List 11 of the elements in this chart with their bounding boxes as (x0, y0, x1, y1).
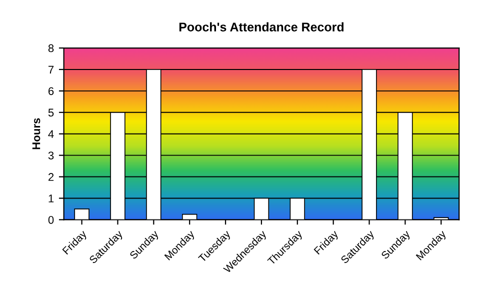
y-tick-label: 0 (48, 216, 54, 224)
chart-title: Pooch's Attendance Record (179, 22, 344, 32)
y-tick-label: 5 (48, 108, 54, 117)
y-tick-label: 7 (48, 66, 54, 74)
y-tick-label: 6 (48, 87, 54, 96)
y-tick-label: 3 (48, 152, 54, 160)
y-tick-label: 4 (48, 130, 54, 138)
y-tick-label: 1 (48, 194, 54, 202)
y-tick-label: 2 (48, 173, 54, 181)
y-tick-label: 8 (48, 44, 54, 52)
y-axis-title: Hours (32, 118, 40, 150)
